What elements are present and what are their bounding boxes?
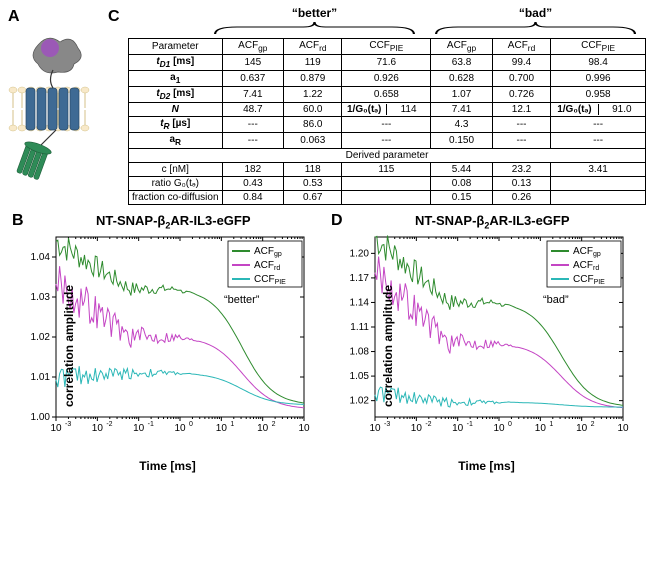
group-bad: “bad”	[425, 8, 646, 36]
chart-d-ylabel: correlation amplitude	[381, 285, 395, 407]
svg-text:2: 2	[591, 421, 595, 428]
svg-text:10: 10	[174, 423, 186, 434]
svg-text:10: 10	[452, 423, 464, 434]
svg-text:0: 0	[508, 421, 512, 428]
svg-text:10: 10	[411, 423, 423, 434]
svg-text:10: 10	[216, 423, 228, 434]
svg-text:1.14: 1.14	[350, 297, 370, 308]
chart-b-title: NT-SNAP-β2AR-IL3-eGFP	[24, 213, 323, 231]
svg-text:1.01: 1.01	[31, 372, 51, 383]
chart-b-ylabel: correlation amplitude	[62, 285, 76, 407]
svg-text:10: 10	[576, 423, 588, 434]
svg-text:1.02: 1.02	[350, 395, 370, 406]
svg-text:10: 10	[298, 423, 310, 434]
svg-text:-3: -3	[65, 421, 71, 428]
svg-text:1.05: 1.05	[350, 371, 370, 382]
chart-d: 10-310-210-11001011021031.021.051.081.11…	[331, 231, 631, 441]
svg-text:10: 10	[92, 423, 104, 434]
svg-text:10: 10	[493, 423, 505, 434]
svg-text:1.04: 1.04	[31, 252, 51, 263]
svg-text:10: 10	[50, 423, 62, 434]
svg-text:1.08: 1.08	[350, 346, 370, 357]
svg-text:1.11: 1.11	[350, 322, 369, 333]
parameter-table: ParameterACFgpACFrdCCFPIEACFgpACFrdCCFPI…	[128, 38, 646, 205]
svg-text:“bad”: “bad”	[543, 294, 569, 306]
svg-text:“better”: “better”	[224, 294, 260, 306]
svg-text:1: 1	[549, 421, 553, 428]
svg-text:1: 1	[230, 421, 234, 428]
svg-text:10: 10	[133, 423, 145, 434]
svg-text:-2: -2	[425, 421, 431, 428]
svg-text:0: 0	[189, 421, 193, 428]
svg-text:2: 2	[272, 421, 276, 428]
chart-b-xlabel: Time [ms]	[12, 459, 323, 473]
svg-text:1.03: 1.03	[31, 292, 51, 303]
panel-d-label: D	[331, 212, 343, 230]
svg-text:1.02: 1.02	[31, 332, 51, 343]
chart-d-title: NT-SNAP-β2AR-IL3-eGFP	[343, 213, 642, 231]
svg-text:1.00: 1.00	[31, 412, 51, 423]
chart-d-xlabel: Time [ms]	[331, 459, 642, 473]
panel-b-label: B	[12, 212, 24, 230]
panel-a-label: A	[8, 8, 108, 26]
svg-text:-2: -2	[106, 421, 112, 428]
svg-text:10: 10	[617, 423, 629, 434]
svg-text:1.17: 1.17	[350, 273, 370, 284]
svg-text:10: 10	[257, 423, 269, 434]
protein-diagram	[8, 30, 98, 180]
panel-c-label: C	[108, 8, 128, 26]
svg-text:-1: -1	[148, 421, 154, 428]
svg-text:1.20: 1.20	[350, 248, 370, 259]
svg-text:10: 10	[369, 423, 381, 434]
svg-text:-1: -1	[467, 421, 473, 428]
svg-text:10: 10	[535, 423, 547, 434]
group-better: “better”	[204, 8, 425, 36]
chart-b: 10-310-210-11001011021031.001.011.021.03…	[12, 231, 312, 441]
svg-text:-3: -3	[384, 421, 390, 428]
